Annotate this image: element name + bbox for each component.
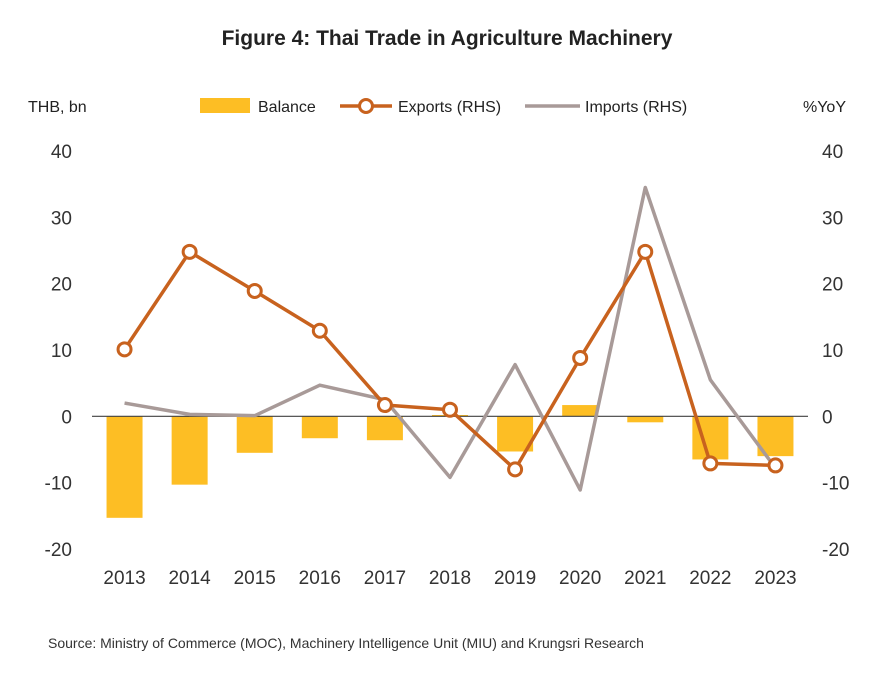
x-tick-label: 2021 xyxy=(624,568,666,589)
imports-series xyxy=(124,185,777,492)
balance-bar xyxy=(236,416,273,453)
balance-bar xyxy=(171,416,208,485)
left-axis-unit: THB, bn xyxy=(28,99,87,116)
exports-point xyxy=(507,461,524,478)
balance-bar xyxy=(301,416,338,439)
legend: Balance Exports (RHS) Imports (RHS) xyxy=(200,98,687,116)
left-axis-ticks: 40 30 20 10 0 -10 -20 xyxy=(45,142,72,561)
left-tick-label: -20 xyxy=(45,540,72,561)
exports-point xyxy=(442,401,458,418)
balance-bar xyxy=(562,405,599,417)
exports-point xyxy=(637,243,654,260)
right-tick-label: 40 xyxy=(822,142,843,163)
legend-exports-marker xyxy=(358,98,374,114)
chart-title: Figure 4: Thai Trade in Agriculture Mach… xyxy=(222,27,673,50)
imports-line xyxy=(124,185,777,492)
exports-point xyxy=(311,322,328,339)
x-tick-label: 2016 xyxy=(299,568,341,589)
right-tick-label: 30 xyxy=(822,208,843,229)
x-tick-label: 2019 xyxy=(494,568,536,589)
exports-point xyxy=(376,397,393,414)
balance-bar xyxy=(366,416,403,441)
right-tick-label: -10 xyxy=(822,474,849,495)
x-tick-label: 2014 xyxy=(168,568,211,589)
right-axis-ticks: 40 30 20 10 0 -10 -20 xyxy=(822,142,849,561)
x-tick-label: 2017 xyxy=(364,568,406,589)
right-tick-label: -20 xyxy=(822,540,849,561)
left-tick-label: -10 xyxy=(45,474,72,495)
legend-balance-swatch xyxy=(200,98,250,113)
right-tick-label: 10 xyxy=(822,341,843,362)
exports-point xyxy=(181,243,198,260)
exports-series xyxy=(116,243,784,478)
left-tick-label: 0 xyxy=(61,407,72,428)
exports-point xyxy=(116,341,133,358)
left-tick-label: 10 xyxy=(51,341,72,362)
left-tick-label: 40 xyxy=(51,142,72,163)
legend-imports-label: Imports (RHS) xyxy=(585,99,687,116)
left-tick-label: 20 xyxy=(51,275,72,296)
balance-bar xyxy=(106,416,143,518)
source-note: Source: Ministry of Commerce (MOC), Mach… xyxy=(48,635,644,651)
exports-point xyxy=(767,457,784,474)
balance-bar xyxy=(627,416,664,423)
legend-balance-label: Balance xyxy=(258,99,316,116)
exports-point xyxy=(246,282,263,299)
x-tick-label: 2015 xyxy=(234,568,276,589)
x-tick-label: 2020 xyxy=(559,568,601,589)
x-tick-label: 2023 xyxy=(754,568,796,589)
left-tick-label: 30 xyxy=(51,208,72,229)
balance-bars xyxy=(106,405,794,518)
right-tick-label: 0 xyxy=(822,407,833,428)
x-tick-label: 2022 xyxy=(689,568,731,589)
legend-exports-label: Exports (RHS) xyxy=(398,99,501,116)
x-axis-ticks: 2013 2014 2015 2016 2017 2018 2019 2020 2021 2022… xyxy=(103,568,796,589)
x-tick-label: 2018 xyxy=(429,568,471,589)
exports-point xyxy=(572,349,589,366)
x-tick-label: 2013 xyxy=(103,568,145,589)
right-axis-unit: %YoY xyxy=(803,99,846,116)
exports-point xyxy=(702,455,719,472)
right-tick-label: 20 xyxy=(822,275,843,296)
